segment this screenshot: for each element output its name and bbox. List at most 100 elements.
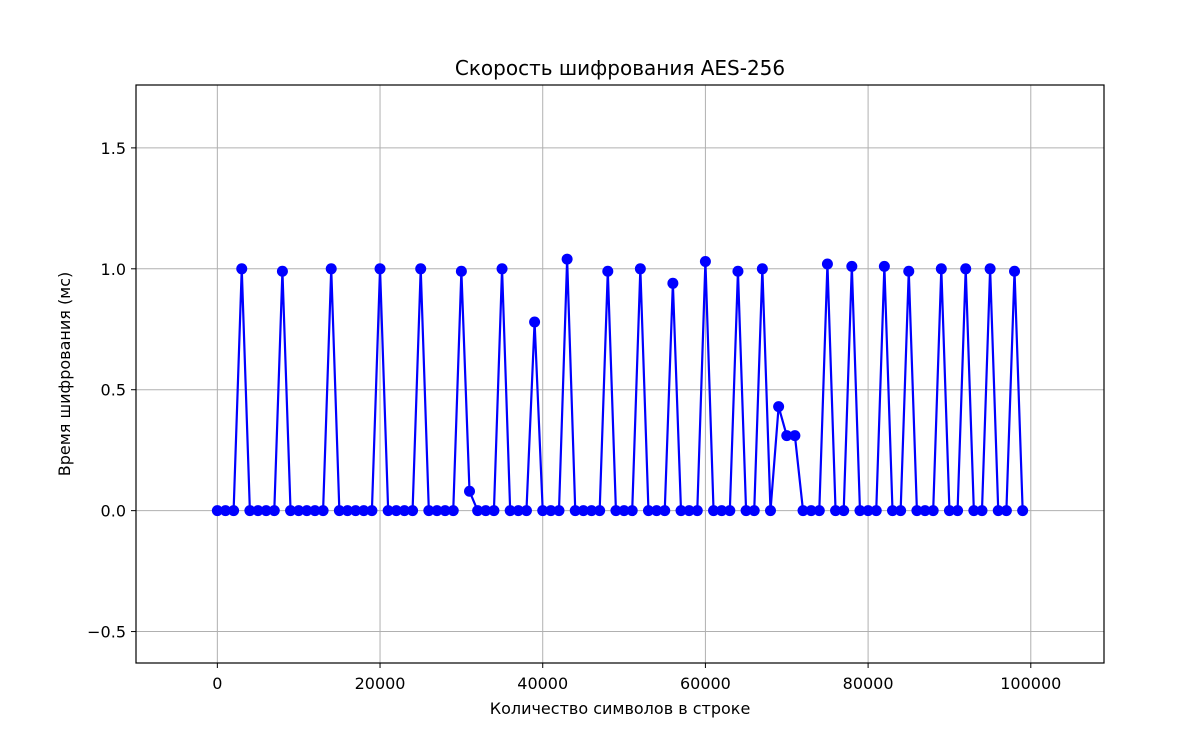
data-point xyxy=(228,505,240,517)
data-point xyxy=(756,263,768,275)
data-point xyxy=(317,505,329,517)
data-point xyxy=(887,505,899,517)
data-point xyxy=(423,505,435,517)
data-point xyxy=(244,505,256,517)
data-point xyxy=(960,263,972,275)
data-point xyxy=(821,258,833,270)
data-point xyxy=(236,263,248,275)
data-point xyxy=(634,263,646,275)
data-point xyxy=(813,505,825,517)
data-point xyxy=(594,505,606,517)
data-point xyxy=(659,505,671,517)
data-point xyxy=(992,505,1004,517)
data-point xyxy=(301,505,313,517)
data-point xyxy=(1009,265,1021,277)
data-point xyxy=(276,265,288,277)
y-tick-label: 0.5 xyxy=(101,381,126,400)
x-tick-label: 40000 xyxy=(517,674,568,693)
y-tick-label: 1.5 xyxy=(101,139,126,158)
data-point xyxy=(927,505,939,517)
x-axis-label: Количество символов в строке xyxy=(490,699,751,718)
y-tick-label: 0.0 xyxy=(101,502,126,521)
data-point xyxy=(252,505,264,517)
data-point xyxy=(561,253,573,265)
data-point xyxy=(895,505,907,517)
data-point xyxy=(1000,505,1012,517)
data-point xyxy=(830,505,842,517)
data-point xyxy=(846,260,858,272)
data-point xyxy=(724,505,736,517)
data-point xyxy=(903,265,915,277)
data-point xyxy=(797,505,809,517)
data-point xyxy=(651,505,663,517)
data-point xyxy=(358,505,370,517)
x-tick-label: 80000 xyxy=(843,674,894,693)
data-point xyxy=(341,505,353,517)
data-point xyxy=(586,505,598,517)
data-point xyxy=(529,316,541,328)
data-point xyxy=(488,505,500,517)
x-tick-label: 60000 xyxy=(680,674,731,693)
data-point xyxy=(748,505,760,517)
data-point xyxy=(382,505,394,517)
data-point xyxy=(260,505,272,517)
data-point xyxy=(862,505,874,517)
data-point xyxy=(667,277,679,289)
data-point xyxy=(537,505,549,517)
data-point xyxy=(870,505,882,517)
data-point xyxy=(374,263,386,275)
data-point xyxy=(504,505,516,517)
data-point xyxy=(838,505,850,517)
chart-title: Скорость шифрования AES-256 xyxy=(455,56,785,80)
data-point xyxy=(675,505,687,517)
data-point xyxy=(480,505,492,517)
data-point xyxy=(472,505,484,517)
data-point xyxy=(683,505,695,517)
data-point xyxy=(618,505,630,517)
data-point xyxy=(577,505,589,517)
data-point xyxy=(626,505,638,517)
data-point xyxy=(553,505,565,517)
plot-frame xyxy=(135,84,1105,664)
data-point xyxy=(211,505,223,517)
data-point xyxy=(773,401,785,413)
x-tick-label: 0 xyxy=(212,674,222,693)
data-point xyxy=(390,505,402,517)
data-point xyxy=(431,505,443,517)
data-point xyxy=(293,505,305,517)
data-point xyxy=(789,430,801,442)
data-point xyxy=(350,505,362,517)
data-point xyxy=(716,505,728,517)
data-point xyxy=(911,505,923,517)
data-point xyxy=(520,505,532,517)
data-point xyxy=(464,485,476,497)
data-point xyxy=(764,505,776,517)
data-point xyxy=(691,505,703,517)
data-point xyxy=(415,263,427,275)
x-tick-label: 20000 xyxy=(355,674,406,693)
data-point xyxy=(219,505,231,517)
y-axis-label: Время шифрования (мс) xyxy=(55,272,74,477)
series-layer xyxy=(211,253,1029,517)
data-point xyxy=(366,505,378,517)
data-point xyxy=(854,505,866,517)
data-point xyxy=(325,263,337,275)
y-tick-label: 1.0 xyxy=(101,260,126,279)
data-point xyxy=(943,505,955,517)
data-point xyxy=(642,505,654,517)
data-point xyxy=(968,505,980,517)
data-point xyxy=(512,505,524,517)
data-point xyxy=(781,430,793,442)
data-point xyxy=(805,505,817,517)
data-point xyxy=(708,505,720,517)
data-point xyxy=(878,260,890,272)
data-point xyxy=(919,505,931,517)
data-point xyxy=(610,505,622,517)
data-point xyxy=(740,505,752,517)
data-point xyxy=(407,505,419,517)
data-point xyxy=(398,505,410,517)
data-point xyxy=(455,265,467,277)
data-point xyxy=(309,505,321,517)
data-point xyxy=(268,505,280,517)
